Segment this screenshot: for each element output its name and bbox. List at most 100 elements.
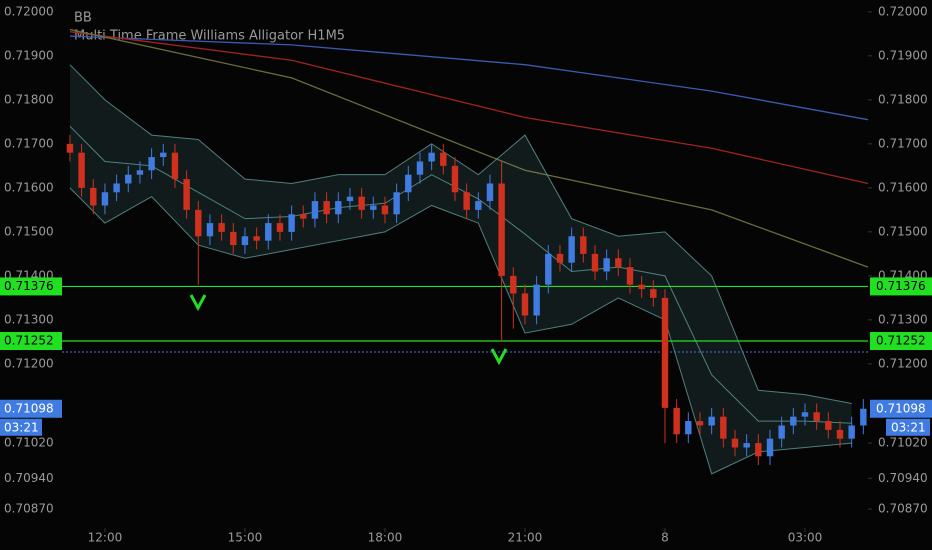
candle-body xyxy=(486,183,494,202)
indicator-label: Multi Time Frame Williams Alligator H1M5 xyxy=(74,29,345,44)
candle-body xyxy=(615,258,622,268)
candle-body xyxy=(171,152,179,180)
level-tag xyxy=(0,332,62,350)
y-tick-label: 0.70870 xyxy=(4,502,54,516)
candle-body xyxy=(113,183,120,193)
timer-label: 03:21 xyxy=(4,420,39,434)
candle-body xyxy=(66,143,74,153)
candle-body xyxy=(300,214,307,219)
candle-body xyxy=(766,438,774,457)
candle-body xyxy=(381,205,389,215)
level-label: 0.71252 xyxy=(876,334,926,348)
y-tick-label: 0.71700 xyxy=(878,136,928,150)
indicator-label: BB xyxy=(74,11,92,26)
candle-body xyxy=(451,165,459,193)
candle-body xyxy=(311,201,319,219)
candle-body xyxy=(545,253,552,285)
level-label: 0.71376 xyxy=(876,279,926,293)
candle-body xyxy=(603,258,610,272)
x-tick-label: 15:00 xyxy=(228,531,263,545)
x-tick-label: 03:00 xyxy=(788,531,823,545)
candle-body xyxy=(661,297,669,408)
candle-body xyxy=(90,187,97,206)
level-label: 0.71252 xyxy=(4,334,54,348)
y-tick-label: 0.71300 xyxy=(4,312,54,326)
candle-body xyxy=(498,183,505,276)
y-tick-label: 0.71600 xyxy=(878,180,928,194)
candle-body xyxy=(288,214,295,232)
candle-body xyxy=(195,209,202,237)
candle-body xyxy=(638,284,645,290)
candle-body xyxy=(370,205,377,210)
y-tick-label: 0.71200 xyxy=(4,356,54,370)
candle-body xyxy=(848,425,855,439)
band-lower xyxy=(69,187,852,475)
y-tick-label: 0.71200 xyxy=(878,356,928,370)
candle-body xyxy=(241,236,249,246)
level-tag xyxy=(870,277,932,296)
candle-body xyxy=(801,412,809,417)
candle-body xyxy=(731,438,739,448)
y-tick-label: 0.71900 xyxy=(4,48,54,62)
candle-body xyxy=(778,425,785,439)
candle-body xyxy=(276,223,284,232)
candle-body xyxy=(463,192,470,210)
price-label: 0.71098 xyxy=(876,401,926,415)
ma-line xyxy=(69,28,869,268)
candle-body xyxy=(790,416,797,426)
candle-body xyxy=(393,192,400,215)
level-label: 0.71376 xyxy=(4,279,54,293)
candle-body xyxy=(720,416,727,439)
candle-body xyxy=(440,152,447,166)
candle-body xyxy=(708,416,715,426)
candle-body xyxy=(136,170,144,175)
y-tick-label: 0.72000 xyxy=(4,4,54,18)
candle-body xyxy=(218,223,225,232)
candle-body xyxy=(755,443,762,457)
candle-body xyxy=(323,201,330,215)
candle-body xyxy=(125,174,132,184)
y-tick-label: 0.71500 xyxy=(4,224,54,238)
price-tag xyxy=(0,399,62,418)
candle-body xyxy=(183,179,190,210)
candle-body xyxy=(813,412,820,422)
candle-body xyxy=(475,201,482,210)
x-tick-label: 21:00 xyxy=(508,531,543,545)
candle-body xyxy=(533,284,540,316)
signal-arrow xyxy=(490,348,508,366)
candle-body xyxy=(335,201,342,215)
ma-line xyxy=(69,31,869,185)
level-tag xyxy=(0,277,62,296)
y-tick-label: 0.70870 xyxy=(878,502,928,516)
y-tick-label: 0.71300 xyxy=(878,312,928,326)
candle-body xyxy=(358,196,365,210)
y-tick-label: 0.71800 xyxy=(878,92,928,106)
candle-body xyxy=(405,174,412,193)
y-tick-label: 0.71600 xyxy=(4,180,54,194)
candle-body xyxy=(568,236,575,263)
x-tick-label: 8 xyxy=(661,531,669,545)
y-tick-label: 0.71800 xyxy=(4,92,54,106)
candle-body xyxy=(743,443,750,448)
candle-body xyxy=(510,275,517,294)
ma-line xyxy=(69,35,869,121)
candle-body xyxy=(696,421,704,426)
price-label: 0.71098 xyxy=(4,401,54,415)
candle-body xyxy=(416,161,424,175)
candle-body xyxy=(580,236,587,254)
x-tick-label: 12:00 xyxy=(88,531,123,545)
candle-body xyxy=(78,152,85,188)
candle-body xyxy=(253,236,260,241)
price-tag xyxy=(870,399,932,418)
candle-body xyxy=(206,223,214,237)
candle-body xyxy=(685,421,692,435)
candle-body xyxy=(265,223,272,241)
y-tick-label: 0.70940 xyxy=(878,471,928,485)
level-tag xyxy=(870,332,932,350)
candle-body xyxy=(148,157,155,171)
timer-tag xyxy=(0,418,42,436)
candle-body xyxy=(101,192,109,206)
candle-body xyxy=(556,253,564,263)
